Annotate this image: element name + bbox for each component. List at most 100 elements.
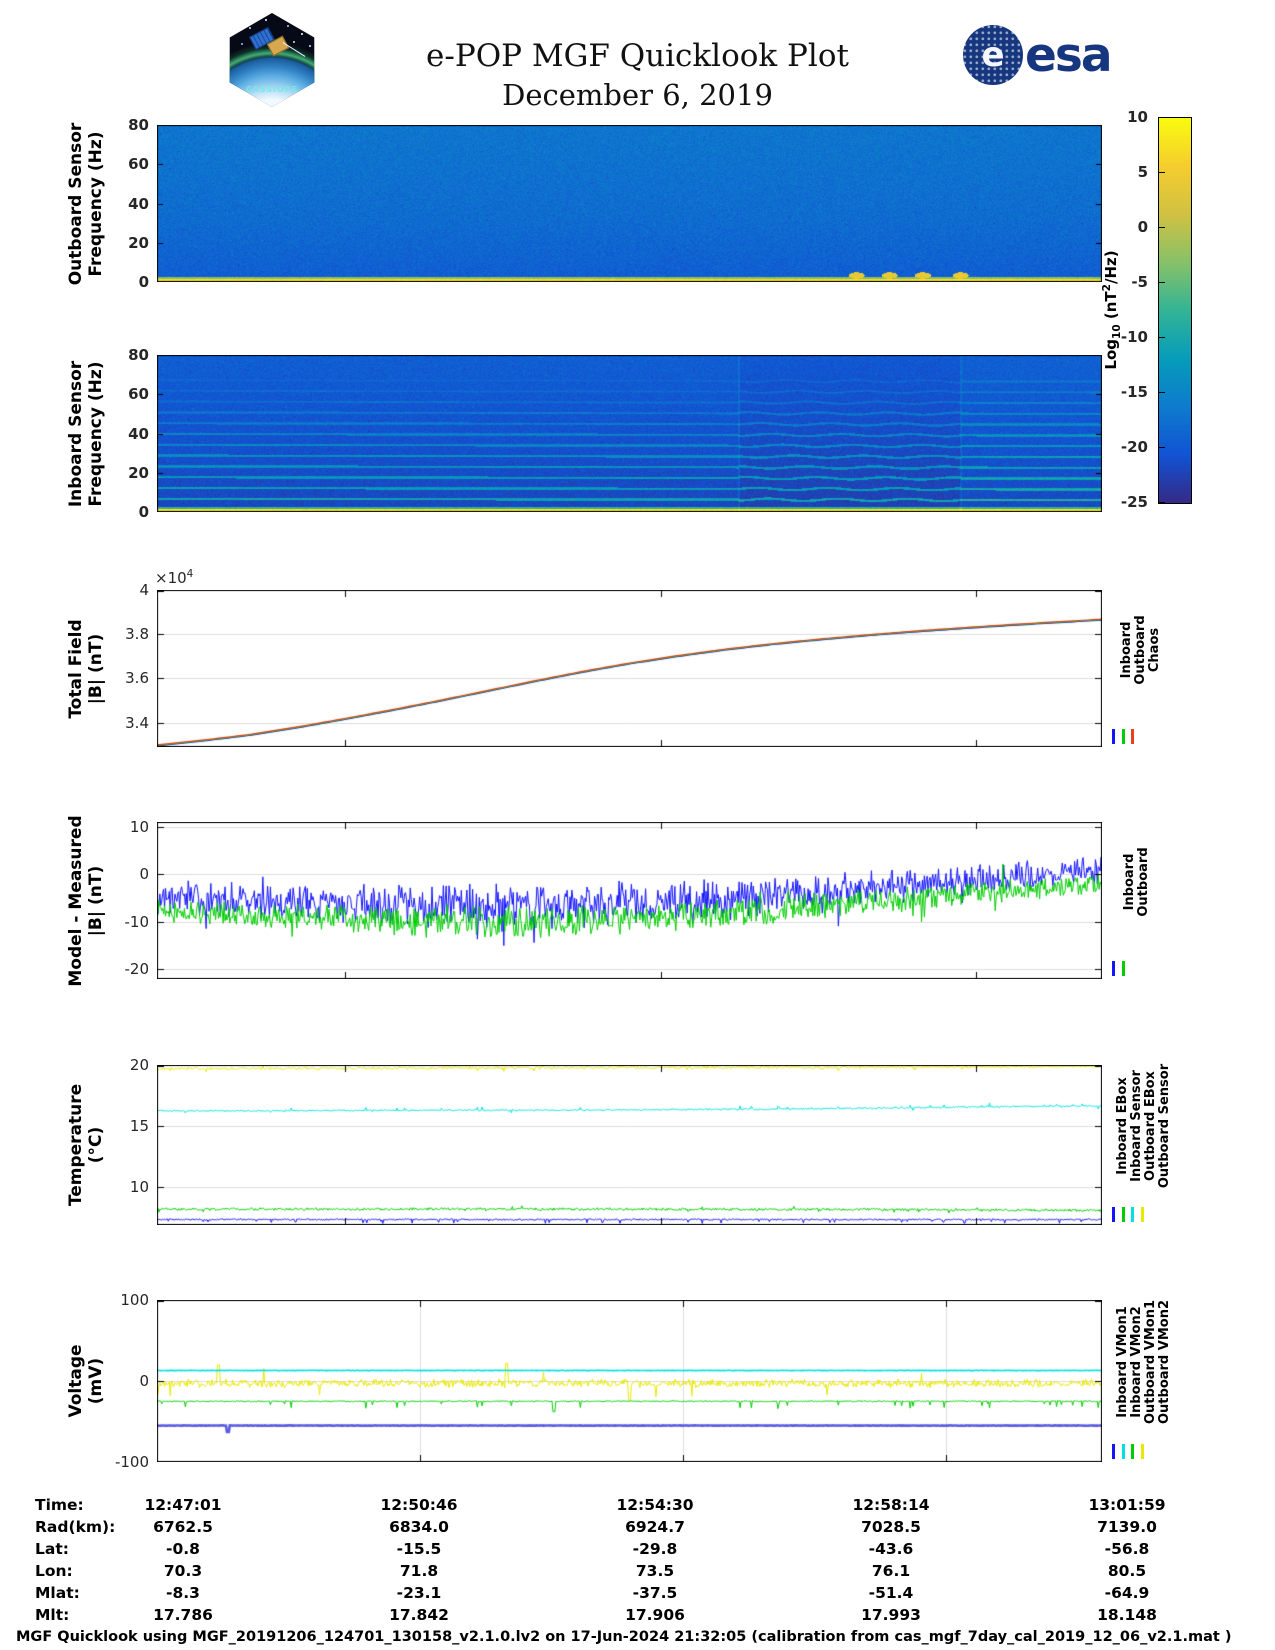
table-cell: 76.1 <box>871 1562 911 1580</box>
colorbar-tick-label: -5 <box>1131 273 1148 291</box>
footer-caption: MGF Quicklook using MGF_20191206_124701_… <box>16 1629 1232 1645</box>
inboard-spectrogram-ytick: 60 <box>128 385 149 404</box>
table-cell: 12:47:01 <box>144 1496 222 1514</box>
esa-wordmark: esa <box>1025 27 1113 83</box>
model-measured-ytick: -10 <box>124 912 150 931</box>
inboard-spectrogram-ytick: 0 <box>138 503 149 521</box>
legend-marker <box>1121 729 1125 744</box>
colorbar-gradient <box>1158 117 1192 504</box>
legend-marker <box>1112 961 1115 976</box>
legend-label: Outboard Sensor <box>1157 1063 1172 1188</box>
legend-marker <box>1121 961 1125 976</box>
legend-label: Outboard VMon2 <box>1157 1299 1172 1424</box>
plot-title: e-POP MGF Quicklook Plot <box>426 38 849 74</box>
legend-marker <box>1140 1444 1144 1459</box>
model-measured-plot <box>157 822 1102 979</box>
inboard-spectrogram-ytick: 20 <box>128 463 149 482</box>
colorbar-tick-mark <box>1159 337 1165 338</box>
ylabel-line: Temperature <box>66 1083 86 1207</box>
outboard-spectrogram-ytick: 40 <box>128 194 149 213</box>
ylabel-line: Inboard Sensor <box>66 360 86 507</box>
legend-label: Chaos <box>1146 627 1162 672</box>
colorbar-tick-label: -25 <box>1120 493 1148 511</box>
model-measured-legend: Inboard Outboard <box>1122 847 1151 917</box>
inboard-spectrogram-ytick: 40 <box>128 424 149 443</box>
table-row-label: Mlt: <box>35 1606 70 1624</box>
table-cell: -0.8 <box>166 1540 200 1558</box>
table-cell: -8.3 <box>166 1584 200 1602</box>
ylabel-line: Model - Measured <box>66 814 86 987</box>
temperature-ytick: 20 <box>129 1056 149 1074</box>
table-cell: -51.4 <box>868 1584 914 1602</box>
table-cell: 80.5 <box>1107 1562 1147 1580</box>
total-field-ytick: 3.8 <box>125 625 149 644</box>
outboard-spectrogram-ytick: 80 <box>128 116 149 134</box>
colorbar-label: Log10 (nT2/Hz) <box>1101 249 1123 370</box>
temperature-plot <box>157 1065 1102 1225</box>
colorbar-tick-mark <box>1159 282 1165 283</box>
table-cell: 6762.5 <box>153 1518 213 1536</box>
table-cell: 17.993 <box>861 1606 921 1624</box>
legend-label: Inboard VMon2 <box>1129 1305 1144 1418</box>
table-cell: -43.6 <box>868 1540 914 1558</box>
legend-marker <box>1112 729 1115 744</box>
table-row-label: Lon: <box>35 1562 73 1580</box>
voltage-legend: Inboard VMon1 Inboard VMon2 Outboard VMon1… <box>1115 1299 1172 1424</box>
inboard-spectrogram-ytick: 80 <box>128 346 149 364</box>
table-cell: 18.148 <box>1097 1606 1157 1624</box>
ylabel-line: Voltage <box>66 1344 86 1418</box>
model-measured-ytick: 0 <box>139 865 149 884</box>
legend-label: Outboard <box>1136 847 1151 917</box>
exponent-sup: 4 <box>186 568 194 580</box>
esa-globe-icon: e <box>963 25 1023 85</box>
voltage-ytick: 0 <box>139 1372 149 1390</box>
legend-label: Inboard Sensor <box>1129 1069 1144 1182</box>
temperature-legend: Inboard EBox Inboard Sensor Outboard EBox O… <box>1115 1063 1172 1188</box>
ylabel-line: Total Field <box>66 618 86 719</box>
colorbar-tick-mark <box>1159 502 1165 503</box>
total-field-ytick: 3.6 <box>125 669 149 688</box>
table-cell: 17.786 <box>153 1606 213 1624</box>
table-row-label: Rad(km): <box>35 1518 116 1536</box>
legend-label: Outboard <box>1132 615 1148 685</box>
table-row-label: Mlat: <box>35 1584 80 1602</box>
inboard-spectrogram-plot <box>157 355 1102 512</box>
table-cell: 7139.0 <box>1097 1518 1157 1536</box>
table-cell: 12:50:46 <box>380 1496 458 1514</box>
table-cell: 71.8 <box>399 1562 439 1580</box>
outboard-spectrogram-ytick: 0 <box>138 273 149 291</box>
table-row-label: Lat: <box>35 1540 69 1558</box>
voltage-ytick: 100 <box>120 1291 149 1309</box>
legend-marker <box>1112 1444 1115 1459</box>
table-cell: -15.5 <box>396 1540 442 1558</box>
voltage-ytick: -100 <box>114 1453 149 1471</box>
exponent-text: ×10 <box>155 569 187 587</box>
table-cell: 12:54:30 <box>616 1496 694 1514</box>
patch-mission-name: CASSIOPE <box>245 85 299 94</box>
table-cell: 6834.0 <box>389 1518 449 1536</box>
outboard-spectrogram-plot <box>157 125 1102 282</box>
legend-label: Inboard <box>1118 621 1134 679</box>
table-cell: 12:58:14 <box>852 1496 930 1514</box>
voltage-plot <box>157 1300 1102 1462</box>
total-field-ytick: 4 <box>139 581 149 599</box>
esa-logo: e esa <box>963 24 1113 86</box>
colorbar-tick-mark <box>1159 117 1165 118</box>
table-cell: 17.906 <box>625 1606 685 1624</box>
colorbar-tick-label: 0 <box>1137 218 1148 236</box>
colorbar-tick-label: 5 <box>1137 163 1148 181</box>
colorbar-tick-mark <box>1159 447 1165 448</box>
table-cell: 73.5 <box>635 1562 675 1580</box>
colorbar-tick-label: -10 <box>1120 328 1148 346</box>
colorbar-tick-mark <box>1159 392 1165 393</box>
table-cell: 6924.7 <box>625 1518 685 1536</box>
legend-marker <box>1112 1207 1115 1222</box>
outboard-spectrogram-ytick: 60 <box>128 155 149 174</box>
colorbar-tick-label: 10 <box>1127 108 1148 126</box>
table-cell: -29.8 <box>632 1540 678 1558</box>
colorbar-tick-mark <box>1159 227 1165 228</box>
table-cell: 17.842 <box>389 1606 449 1624</box>
legend-marker <box>1131 1444 1134 1459</box>
colorbar-tick-label: -15 <box>1120 383 1148 401</box>
legend-marker <box>1131 729 1134 744</box>
